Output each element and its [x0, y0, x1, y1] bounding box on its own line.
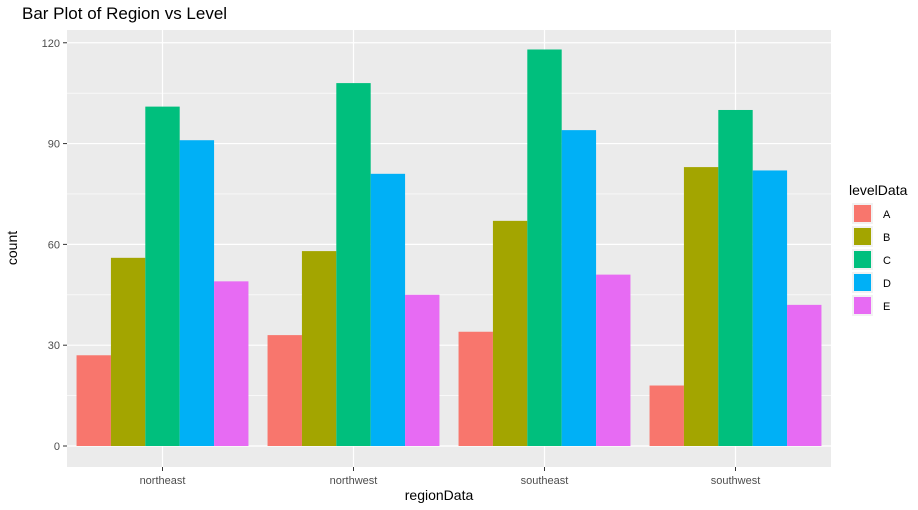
bar-northwest-E — [405, 294, 440, 446]
bar-northeast-E — [214, 281, 249, 446]
bar-southeast-D — [561, 130, 597, 446]
y-axis-title: count — [4, 231, 20, 265]
x-tick-label: southwest — [711, 475, 761, 487]
chart-title: Bar Plot of Region vs Level — [22, 4, 227, 23]
bar-northeast-D — [179, 140, 215, 446]
bar-southeast-C — [527, 49, 562, 446]
bar-northeast-A — [76, 355, 111, 446]
legend-swatch-D — [854, 274, 871, 291]
y-axis: 0 30 60 90 120 — [42, 38, 67, 453]
bar-northwest-D — [370, 173, 406, 446]
bar-southwest-B — [683, 167, 719, 446]
y-tick-label: 30 — [48, 340, 60, 352]
legend-label-D: D — [883, 278, 891, 290]
bar-southwest-A — [649, 385, 684, 446]
legend-label-E: E — [883, 301, 890, 313]
x-axis-title: regionData — [405, 487, 474, 503]
bar-southwest-E — [787, 304, 822, 446]
x-tick-label: northwest — [330, 475, 378, 487]
bar-northwest-C — [336, 83, 371, 446]
bar-northwest-B — [301, 251, 337, 446]
legend-swatch-A — [854, 205, 871, 222]
bar-northeast-B — [110, 257, 146, 446]
legend-title: levelData — [849, 182, 908, 198]
legend-swatch-E — [854, 297, 871, 314]
legend-label-A: A — [883, 209, 891, 221]
y-tick-label: 60 — [48, 239, 60, 251]
x-tick-label: southeast — [521, 475, 569, 487]
bar-southeast-E — [596, 274, 631, 446]
legend-swatch-C — [854, 251, 871, 268]
y-tick-label: 0 — [54, 441, 60, 453]
bar-southwest-C — [718, 109, 753, 446]
y-tick-label: 120 — [42, 38, 60, 50]
legend-label-B: B — [883, 232, 890, 244]
y-tick-label: 90 — [48, 139, 60, 151]
bar-southeast-A — [458, 331, 493, 446]
x-tick-label: northeast — [140, 475, 186, 487]
x-axis: northeast northwest southeast southwest — [140, 467, 761, 487]
legend-label-C: C — [883, 255, 891, 267]
legend-swatch-B — [854, 228, 871, 245]
bar-northeast-C — [145, 106, 180, 446]
bar-southeast-B — [492, 220, 528, 446]
bar-northwest-A — [267, 335, 302, 446]
bar-southwest-D — [752, 170, 788, 446]
bars-group — [76, 49, 822, 446]
